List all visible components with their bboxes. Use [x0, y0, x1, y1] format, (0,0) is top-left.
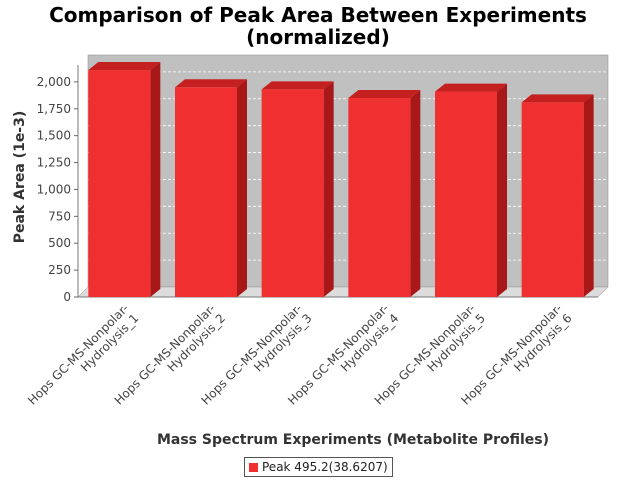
- plot-area: 02505007501,0001,2501,5001,7502,000Hops …: [25, 54, 609, 408]
- plot-background: [87, 54, 609, 288]
- bar-top: [88, 62, 161, 71]
- bar: [88, 70, 151, 298]
- bar-top: [348, 90, 421, 99]
- y-tick-label: 0: [63, 290, 71, 304]
- bar: [348, 98, 411, 298]
- y-tick-label: 500: [48, 236, 71, 250]
- bar: [175, 87, 237, 298]
- bar-side: [410, 90, 421, 298]
- y-tick-label: 1,250: [37, 156, 71, 170]
- bar-side: [583, 94, 594, 297]
- legend-swatch: [249, 462, 258, 472]
- y-axis-label: Peak Area (1e-3): [12, 111, 28, 244]
- legend: Peak 495.2(38.6207): [244, 457, 393, 477]
- chart-title: Comparison of Peak Area Between Experime…: [49, 3, 587, 27]
- y-tick-label: 2,000: [37, 75, 71, 89]
- bar-side: [237, 79, 247, 298]
- bar-top: [521, 94, 594, 103]
- y-tick-label: 1,750: [37, 102, 71, 116]
- bar-top: [261, 81, 334, 90]
- x-axis-label: Mass Spectrum Experiments (Metabolite Pr…: [157, 432, 549, 448]
- y-tick-label: 1,500: [37, 129, 71, 143]
- bar-side: [323, 81, 334, 297]
- legend-label: Peak 495.2(38.6207): [262, 460, 388, 474]
- bar-side: [150, 62, 161, 298]
- y-tick-label: 250: [48, 263, 71, 277]
- bar-top: [435, 83, 507, 92]
- bar: [261, 89, 324, 297]
- bar: [521, 102, 584, 297]
- y-tick-label: 750: [48, 209, 71, 223]
- y-tick-label: 1,000: [37, 182, 71, 196]
- bar-top: [175, 79, 247, 88]
- bar-side: [497, 83, 507, 298]
- chart-subtitle: (normalized): [246, 25, 390, 49]
- bar: [435, 91, 497, 298]
